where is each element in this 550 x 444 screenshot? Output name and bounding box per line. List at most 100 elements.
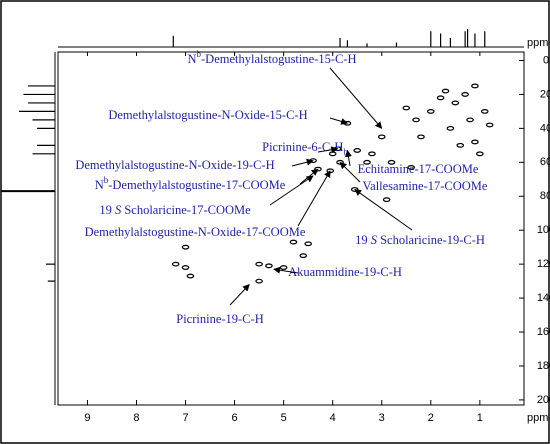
annotation-arrow — [344, 149, 352, 167]
cross-peak — [336, 159, 344, 165]
x-tick-label: 3 — [379, 412, 385, 424]
cross-peak — [279, 265, 288, 270]
annotation-part: b — [104, 175, 109, 185]
cross-peak — [446, 125, 455, 131]
y-tick-label: 200 — [537, 394, 550, 406]
y-tick-label: 60 — [540, 156, 550, 168]
cross-peak — [368, 151, 376, 157]
annotation-arrow — [354, 189, 413, 231]
cross-peak — [255, 278, 263, 284]
annotation-part: N — [95, 178, 104, 192]
annotation-arrow — [269, 175, 314, 206]
cross-peak — [480, 108, 489, 114]
annotation: Akuammidine-19-C-H — [288, 265, 402, 279]
cross-peak — [265, 263, 273, 269]
annotation: Nb-Demethylalstogustine-17-COOMe — [95, 175, 286, 192]
y-tick-label: 140 — [537, 292, 550, 304]
annotation: Demethylalstogustine-N-Oxide-19-C-H — [75, 158, 274, 172]
x-tick-label: 7 — [182, 412, 188, 424]
annotation-part: Scholaricine-17-COOMe — [121, 203, 251, 217]
annotation: Demethylalstogustine-N-Oxide-15-C-H — [108, 108, 307, 122]
annotation-arrow — [273, 266, 299, 274]
annotation-part: Scholaricine-19-C-H — [377, 233, 485, 247]
annotation-part: -Demethylalstogustine-17-COOMe — [108, 178, 286, 192]
annotation-arrow — [297, 170, 331, 227]
y-tick-label: 20 — [540, 88, 550, 100]
annotation: Echitamine-17-COOMe — [358, 162, 479, 176]
annotation-arrow — [299, 168, 319, 185]
x-tick-label: 6 — [232, 412, 238, 424]
x-tick-label: 1 — [477, 412, 483, 424]
y-tick-label: 0 — [543, 54, 549, 66]
annotation: Picrinine-19-C-H — [176, 312, 263, 326]
x-tick-label: 4 — [330, 412, 336, 424]
annotation-arrow — [329, 67, 383, 129]
cross-peak — [466, 117, 474, 123]
x-tick-label: 5 — [281, 412, 287, 424]
annotation: 19 S Scholaricine-19-C-H — [355, 233, 485, 247]
cross-peak — [471, 139, 479, 145]
plot-frame — [57, 51, 525, 406]
annotation-part: N — [187, 52, 196, 66]
cross-peak — [412, 117, 420, 123]
y-tick-label: 120 — [537, 258, 550, 270]
annotation-part: 19 — [355, 233, 371, 247]
cross-peak — [171, 261, 180, 267]
cross-peak — [451, 100, 460, 106]
y-tick-label: 160 — [537, 326, 550, 338]
cross-peak — [476, 151, 484, 157]
cross-peak — [186, 273, 195, 279]
annotation: Vallesamine-17-COOMe — [363, 179, 488, 193]
cross-peak — [377, 134, 386, 140]
x-tick-label: 8 — [133, 412, 139, 424]
cross-peak — [441, 88, 450, 94]
x-tick-label: 2 — [428, 412, 434, 424]
cross-peak — [299, 253, 308, 259]
annotation-part: b — [197, 49, 202, 59]
cross-peak — [181, 244, 190, 250]
cross-peak — [304, 241, 312, 247]
y-axis-label: ppm — [527, 37, 548, 49]
annotation-part: Picrinine-6-C-H — [262, 140, 343, 154]
annotation-part: Vallesamine-17-COOMe — [363, 179, 488, 193]
cross-peak — [461, 92, 469, 97]
y-tick-label: 180 — [537, 360, 550, 372]
annotation: Nb-Demethylalstogustine-15-C-H — [187, 49, 356, 66]
cross-peak — [353, 148, 362, 153]
cross-peak — [289, 239, 298, 245]
y-tick-label: 80 — [540, 190, 550, 202]
annotation-part: Echitamine-17-COOMe — [358, 162, 479, 176]
annotation-arrow — [329, 117, 349, 125]
cross-peak — [387, 159, 396, 165]
cross-peak — [407, 165, 415, 170]
annotation-part: -Demethylalstogustine-15-C-H — [201, 52, 357, 66]
y-tick-label: 40 — [540, 122, 550, 134]
cross-peak — [382, 197, 391, 203]
annotation-part: S — [371, 233, 378, 247]
cross-peak — [181, 265, 190, 270]
annotation-part: Akuammidine-19-C-H — [288, 265, 402, 279]
annotation-arrow — [291, 158, 314, 167]
cross-peak — [436, 95, 445, 101]
annotation-part: S — [115, 203, 122, 217]
y-tick-label: 100 — [537, 224, 550, 236]
x-axis-label: ppm — [527, 412, 548, 424]
annotation-arrow — [229, 283, 250, 306]
cross-peak — [363, 159, 371, 165]
cross-peak — [255, 261, 263, 267]
annotation-arrow — [317, 146, 339, 154]
annotation-part: 19 — [99, 203, 115, 217]
x-tick-label: 9 — [84, 412, 90, 424]
annotation-part: Demethylalstogustine-N-Oxide-19-C-H — [75, 158, 274, 172]
cross-peak — [426, 108, 435, 114]
cross-peak — [417, 134, 425, 140]
annotation-arrow — [339, 161, 361, 183]
annotation-part: Picrinine-19-C-H — [176, 312, 263, 326]
cross-peak — [485, 122, 494, 128]
annotation-part: Demethylalstogustine-N-Oxide-17-COOMe — [85, 225, 306, 239]
annotation: Demethylalstogustine-N-Oxide-17-COOMe — [85, 225, 306, 239]
annotation: 19 S Scholaricine-17-COOMe — [99, 203, 251, 217]
annotation-part: Demethylalstogustine-N-Oxide-15-C-H — [108, 108, 307, 122]
